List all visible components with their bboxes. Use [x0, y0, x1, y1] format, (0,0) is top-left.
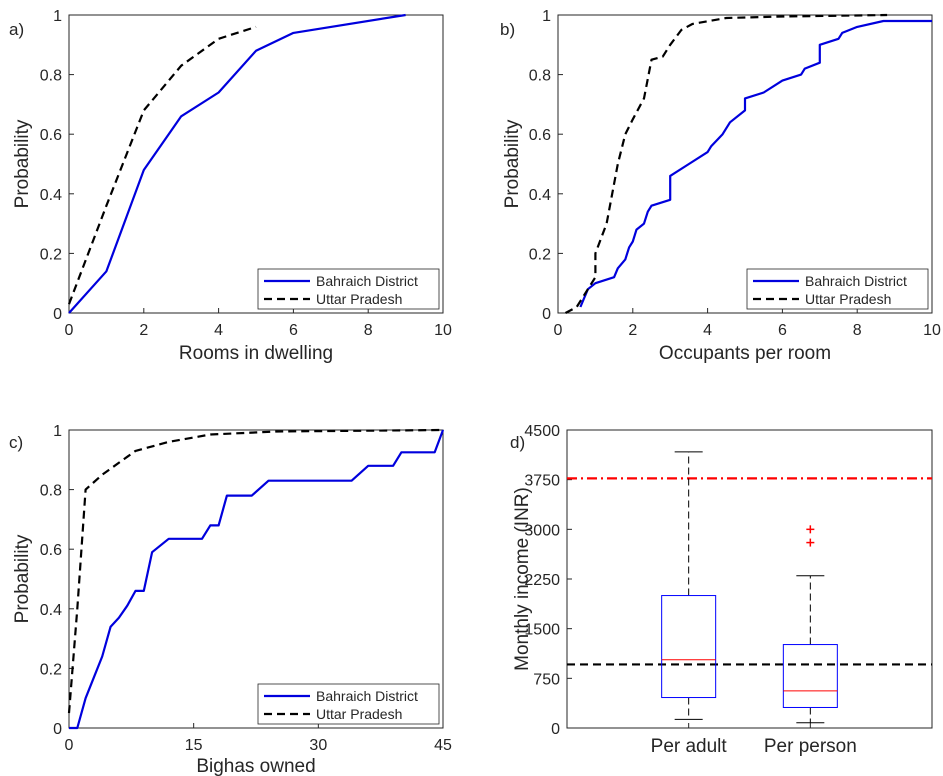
y-tick-label: 0.8	[40, 68, 62, 85]
panel-label: b)	[500, 20, 515, 39]
y-tick-label: 0	[53, 306, 62, 323]
outlier-marker	[806, 525, 815, 534]
y-tick-label: 2250	[524, 572, 560, 589]
boxplot-per-person	[782, 525, 838, 724]
y-tick-label: 0	[542, 306, 551, 323]
x-tick-label: 0	[65, 322, 74, 339]
legend-label: Bahraich District	[316, 273, 418, 289]
y-tick-label: 0.2	[40, 246, 62, 263]
y-axis-label: Probability	[12, 534, 33, 623]
box-iqr	[661, 595, 717, 699]
x-tick-label: 4	[703, 322, 712, 339]
series-line-uttar-pradesh	[67, 25, 257, 305]
x-category-label: Per adult	[651, 736, 728, 757]
panel-c: 0 15 30 45 0 0.2 0.4 0.6 0.8 1 Bighas owned Probabi…	[9, 423, 452, 776]
outlier-marker	[806, 538, 815, 547]
x-tick-label: 6	[778, 322, 787, 339]
panel-d: 0 750 1500 2250 3000 3750 4500 Per adult Per per…	[510, 423, 933, 757]
y-axis-label: Probability	[12, 119, 33, 208]
legend: Bahraich District Uttar Pradesh	[746, 268, 929, 310]
y-tick-label: 0.4	[529, 187, 551, 204]
y-tick-label: 0.6	[529, 127, 551, 144]
legend-label: Uttar Pradesh	[316, 291, 402, 307]
y-tick-label: 0.2	[40, 661, 62, 678]
y-tick-label: 3750	[524, 473, 560, 490]
legend-label: Uttar Pradesh	[805, 291, 891, 307]
y-tick-label: 1	[542, 8, 551, 25]
x-tick-label: 0	[554, 322, 563, 339]
x-axis-label: Occupants per room	[659, 343, 831, 364]
x-axis-label: Bighas owned	[196, 756, 315, 776]
y-tick-label: 0.6	[40, 542, 62, 559]
x-axis-label: Rooms in dwelling	[179, 343, 333, 364]
box-iqr	[782, 644, 838, 708]
y-tick-label: 0.4	[40, 602, 62, 619]
y-tick-label: 4500	[524, 423, 560, 440]
x-tick-label: 8	[853, 322, 862, 339]
y-tick-label: 0.2	[529, 246, 551, 263]
legend-box	[257, 683, 440, 725]
series-line-uttar-pradesh	[564, 13, 888, 314]
x-tick-label: 45	[434, 737, 452, 754]
y-tick-label: 1500	[524, 622, 560, 639]
y-tick-label: 0.4	[40, 187, 62, 204]
x-tick-label: 6	[289, 322, 298, 339]
y-axis-label: Probability	[502, 119, 523, 208]
y-tick-label: 1	[53, 8, 62, 25]
series-line-bahraich	[69, 429, 445, 730]
legend-label: Bahraich District	[805, 273, 907, 289]
legend-box	[746, 268, 929, 310]
panel-label: c)	[9, 433, 23, 452]
axes-frame	[68, 429, 444, 729]
y-tick-label: 0.8	[40, 483, 62, 500]
x-tick-label: 0	[65, 737, 74, 754]
legend-box	[257, 268, 440, 310]
x-category-label: Per person	[764, 736, 857, 757]
y-tick-label: 0	[53, 721, 62, 738]
axes-frame	[566, 429, 933, 729]
y-tick-label: 0.8	[529, 68, 551, 85]
legend-label: Bahraich District	[316, 688, 418, 704]
y-tick-label: 3000	[524, 522, 560, 539]
x-tick-label: 10	[434, 322, 452, 339]
panel-a: 0 2 4 6 8 10 0 0.2 0.4 0.6 0.8 1 Rooms in dwelling Pr…	[9, 8, 452, 364]
legend: Bahraich District Uttar Pradesh	[257, 683, 440, 725]
x-tick-label: 10	[923, 322, 941, 339]
y-tick-label: 0.6	[40, 127, 62, 144]
x-tick-label: 2	[628, 322, 637, 339]
axes-frame	[557, 14, 933, 314]
panel-label: a)	[9, 20, 24, 39]
x-tick-label: 8	[364, 322, 373, 339]
series-line-uttar-pradesh	[67, 428, 444, 714]
panel-label: d)	[510, 433, 525, 452]
y-tick-label: 1	[53, 423, 62, 440]
boxplot-per-adult	[661, 451, 717, 720]
series-line-bahraich	[68, 13, 406, 314]
legend: Bahraich District Uttar Pradesh	[257, 268, 440, 310]
y-tick-label: 750	[533, 671, 560, 688]
series-line-bahraich	[579, 19, 932, 308]
x-tick-label: 2	[139, 322, 148, 339]
x-tick-label: 30	[309, 737, 327, 754]
axes-frame	[68, 14, 444, 314]
y-tick-label: 0	[551, 721, 560, 738]
y-axis-label: Monthly income (INR)	[512, 487, 533, 671]
x-tick-label: 15	[185, 737, 203, 754]
panel-b: 0 2 4 6 8 10 0 0.2 0.4 0.6 0.8 1 Occupants per room P…	[500, 8, 941, 364]
x-tick-label: 4	[214, 322, 223, 339]
legend-label: Uttar Pradesh	[316, 706, 402, 722]
